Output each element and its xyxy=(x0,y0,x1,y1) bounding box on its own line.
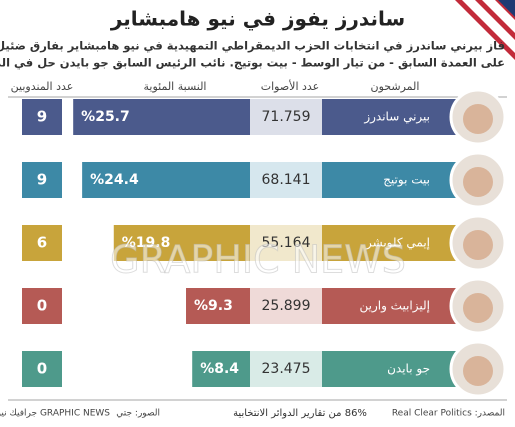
delegates-box xyxy=(22,351,62,387)
votes-box xyxy=(250,99,322,135)
row: جو بايدن 23.475 %8.4 0 xyxy=(22,340,507,398)
delegates-box xyxy=(22,162,62,198)
flag-icon xyxy=(455,0,515,60)
candidate-name: بيت بوتيج xyxy=(383,173,430,188)
delegates-box xyxy=(22,288,62,324)
candidate-box xyxy=(322,225,472,261)
percent-bar xyxy=(82,162,251,198)
subtitle: فاز بيرني ساندرز في انتخابات الحزب الديم… xyxy=(0,39,505,54)
photo-face xyxy=(463,230,493,260)
delegates: 0 xyxy=(37,297,47,315)
percent-bar xyxy=(73,99,251,135)
votes: 68.141 xyxy=(262,172,311,188)
photo-face xyxy=(463,167,493,197)
row: إليزابيث وارين 25.899 %9.3 0 xyxy=(22,277,507,335)
votes: 71.759 xyxy=(262,109,311,125)
photo-credit: الصور: جتي xyxy=(116,409,160,419)
row: بيرني ساندرز 71.759 %25.7 9 xyxy=(22,88,507,146)
votes: 23.475 xyxy=(262,361,311,377)
candidate-box xyxy=(322,351,472,387)
percent-label: %19.8 xyxy=(122,235,171,251)
delegates-box xyxy=(22,99,62,135)
photo-face xyxy=(463,293,493,323)
delegates: 6 xyxy=(37,234,47,252)
column-header: المرشحون xyxy=(371,80,420,93)
column-header: عدد الأصوات xyxy=(261,79,320,93)
votes-box xyxy=(250,162,322,198)
percent-label: %24.4 xyxy=(90,172,139,188)
votes-box xyxy=(250,225,322,261)
votes-box xyxy=(250,288,322,324)
delegates: 9 xyxy=(37,171,47,189)
percent-bar xyxy=(186,288,250,324)
photo-face xyxy=(463,356,493,386)
candidate-name: بيرني ساندرز xyxy=(363,110,430,125)
percent-label: %25.7 xyxy=(81,109,130,125)
title: ساندرز يفوز في نيو هامبشاير xyxy=(110,7,405,32)
credit: GRAPHIC NEWS جرافيك نيوز xyxy=(0,409,110,419)
candidate-box xyxy=(322,162,472,198)
percent-bar xyxy=(192,351,250,387)
source: المصدر: Real Clear Politics xyxy=(392,409,505,419)
candidate-name: إليزابيث وارين xyxy=(359,299,430,314)
votes-box xyxy=(250,351,322,387)
candidate-box xyxy=(322,99,472,135)
candidate-name: إيمي كلوبشر xyxy=(365,236,430,251)
delegates-box xyxy=(22,225,62,261)
column-header: عدد المندوبين xyxy=(11,80,74,93)
column-header: النسبة المئوية xyxy=(144,80,207,93)
delegates: 9 xyxy=(37,108,47,126)
votes: 25.899 xyxy=(262,298,311,314)
percent-label: %8.4 xyxy=(200,361,239,377)
percent-bar xyxy=(113,225,250,261)
row: بيت بوتيج 68.141 %24.4 9 xyxy=(22,151,507,209)
percent-label: %9.3 xyxy=(194,298,233,314)
row: إيمي كلوبشر 55.164 %19.8 6 xyxy=(22,214,507,272)
delegates: 0 xyxy=(37,360,47,378)
subtitle: على العمدة السابق - من تيار الوسط - بيت … xyxy=(0,56,505,71)
candidate-box xyxy=(322,288,472,324)
photo-face xyxy=(463,104,493,134)
rows: بيرني ساندرز 71.759 %25.7 9 بيت بوتيج 68.141%… xyxy=(22,88,507,398)
votes: 55.164 xyxy=(262,235,311,251)
watermark: GRAPHIC NEWS xyxy=(110,238,406,282)
candidate-name: جو بايدن xyxy=(387,362,430,377)
note: 86% من تقارير الدوائر الانتخابية xyxy=(233,408,367,419)
